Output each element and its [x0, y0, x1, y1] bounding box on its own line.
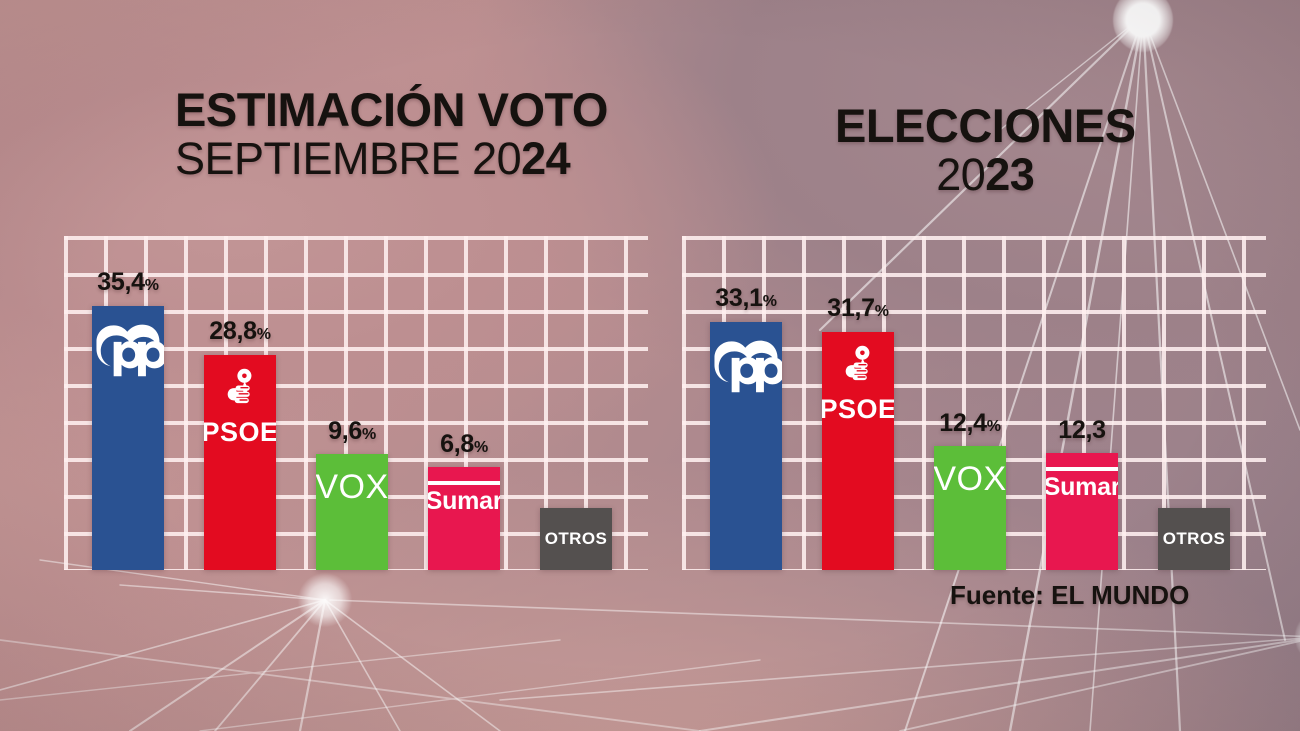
bar-group-right-pp[interactable]: 33,1% [710, 284, 782, 570]
network-node-bottom-right-icon [1295, 612, 1300, 662]
bar-value-right-pp-pct: % [762, 293, 777, 310]
psoe-logo: PSOE [204, 367, 276, 448]
bar-value-right-pp-number: 33,1 [715, 284, 763, 312]
vox-logo: VOX [316, 468, 388, 507]
bar-value-left-sumar-number: 6,8 [440, 430, 474, 458]
bar-left-vox[interactable]: VOX [316, 454, 388, 570]
panel-title-right-sub: 2023 [835, 152, 1136, 197]
vox-logo: VOX [934, 460, 1006, 499]
sumar-logo-wordmark: Sumar [1046, 473, 1118, 501]
panel-title-left-sub-plain: SEPTIEMBRE 20 [175, 133, 522, 185]
bar-value-left-pp: 35,4% [97, 268, 159, 297]
source-credit: Fuente: EL MUNDO [950, 580, 1190, 610]
panel-title-right-main: ELECCIONES [835, 99, 1136, 152]
network-node-top-right-icon [1113, 0, 1173, 52]
bars-right: 33,1% [682, 236, 1266, 570]
pp-logo-icon [96, 324, 164, 377]
bar-group-right-vox[interactable]: 12,4% VOX [934, 409, 1006, 570]
bar-group-right-otros[interactable]: OTROS [1158, 508, 1230, 570]
bar-value-left-psoe-pct: % [256, 326, 271, 343]
psoe-logo-wordmark: PSOE [822, 394, 894, 424]
plot-area-right: 33,1% [682, 236, 1266, 570]
bar-value-left-vox-pct: % [361, 426, 376, 443]
panel-estimacion-2024: ESTIMACIÓN VOTO SEPTIEMBRE 2024 35,4% [64, 83, 648, 570]
bar-group-left-pp[interactable]: 35,4% [92, 268, 164, 570]
panel-title-right: ELECCIONES 2023 [835, 99, 1136, 197]
bar-right-otros[interactable]: OTROS [1158, 508, 1230, 570]
bar-value-right-vox: 12,4% [939, 409, 1001, 438]
bar-left-psoe[interactable]: PSOE [204, 355, 276, 570]
bar-value-left-pp-number: 35,4 [97, 268, 145, 296]
bar-left-otros[interactable]: OTROS [540, 508, 612, 570]
panel-title-left-main: ESTIMACIÓN VOTO [175, 83, 608, 136]
bar-left-sumar[interactable]: Sumar [428, 467, 500, 570]
bar-value-right-vox-pct: % [986, 418, 1001, 435]
panel-title-left-sub-bold: 24 [521, 133, 571, 185]
bar-group-left-psoe[interactable]: 28,8% [204, 317, 276, 570]
psoe-fist-rose-icon [845, 345, 870, 381]
bar-value-left-vox-number: 9,6 [328, 417, 362, 445]
psoe-logo: PSOE [822, 344, 894, 425]
panel-title-right-sub-plain: 20 [936, 149, 986, 201]
psoe-fist-rose-icon [227, 368, 252, 404]
sumar-logo: Sumar [1046, 467, 1118, 502]
bar-group-right-sumar[interactable]: 12,3 Sumar [1046, 416, 1118, 570]
bar-value-left-psoe-number: 28,8 [209, 317, 257, 345]
plot-area-left: 35,4% [64, 236, 648, 570]
bar-value-right-sumar-number: 12,3 [1058, 416, 1106, 444]
bars-left: 35,4% [64, 236, 648, 570]
bar-group-left-vox[interactable]: 9,6% VOX [316, 417, 388, 570]
bar-value-left-vox: 9,6% [328, 417, 376, 446]
bar-value-left-psoe: 28,8% [209, 317, 271, 346]
pp-logo [710, 336, 782, 394]
bar-value-right-psoe: 31,7% [827, 294, 889, 323]
sumar-logo-wordmark: Sumar [428, 487, 500, 515]
bar-right-pp[interactable] [710, 322, 782, 570]
bar-value-left-sumar-pct: % [473, 439, 488, 456]
bar-group-left-otros[interactable]: OTROS [540, 508, 612, 570]
psoe-logo-wordmark: PSOE [204, 417, 276, 447]
bar-group-left-sumar[interactable]: 6,8% Sumar [428, 430, 500, 570]
bar-value-right-psoe-pct: % [874, 303, 889, 320]
panel-title-left-sub: SEPTIEMBRE 2024 [175, 136, 608, 181]
bar-right-psoe[interactable]: PSOE [822, 332, 894, 570]
vox-logo-wordmark: VOX [934, 460, 1006, 498]
otros-label-right: OTROS [1158, 529, 1230, 549]
bar-value-right-pp: 33,1% [715, 284, 777, 313]
bar-value-left-sumar: 6,8% [440, 430, 488, 459]
panel-title-left: ESTIMACIÓN VOTO SEPTIEMBRE 2024 [175, 83, 608, 181]
panel-elecciones-2023: ELECCIONES 2023 33,1% [660, 0, 1300, 731]
bar-value-right-psoe-number: 31,7 [827, 294, 875, 322]
bar-group-right-psoe[interactable]: 31,7% [822, 294, 894, 570]
network-node-bottom-left-icon [298, 573, 352, 627]
bar-value-left-pp-pct: % [144, 277, 159, 294]
sumar-logo: Sumar [428, 481, 500, 516]
sumar-logo-rule [428, 481, 500, 485]
vox-logo-wordmark: VOX [316, 468, 388, 506]
otros-label-right-text: OTROS [1162, 529, 1226, 548]
bar-value-right-sumar: 12,3 [1058, 416, 1106, 445]
bar-right-sumar[interactable]: Sumar [1046, 453, 1118, 570]
otros-label-left-text: OTROS [544, 529, 608, 548]
sumar-logo-rule [1046, 467, 1118, 471]
bar-right-vox[interactable]: VOX [934, 446, 1006, 570]
bar-left-pp[interactable] [92, 306, 164, 570]
bar-value-right-vox-number: 12,4 [939, 409, 987, 437]
pp-logo-icon [714, 340, 782, 393]
otros-label-left: OTROS [540, 529, 612, 549]
panel-title-right-sub-bold: 23 [985, 149, 1035, 201]
pp-logo [92, 320, 164, 378]
